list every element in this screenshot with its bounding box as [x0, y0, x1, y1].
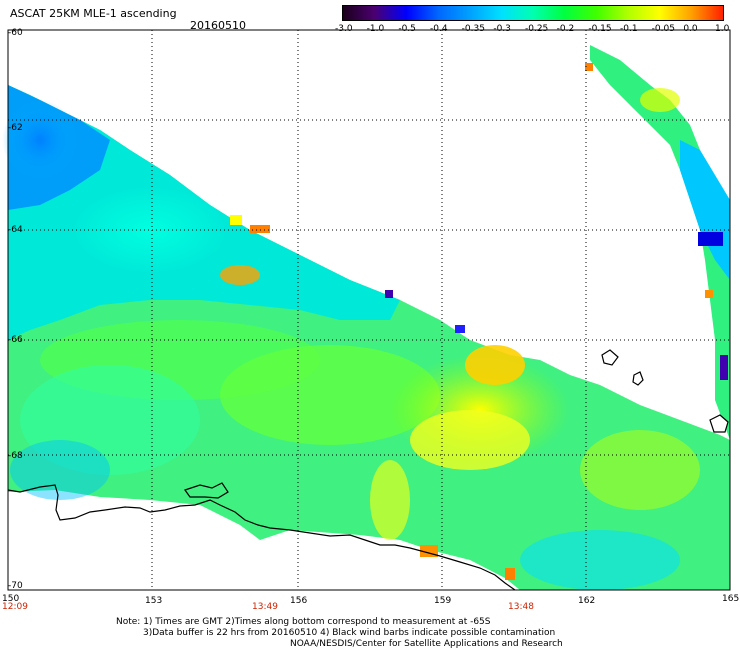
- footer-note-3: NOAA/NESDIS/Center for Satellite Applica…: [290, 639, 563, 649]
- data-swath-right: [585, 45, 730, 440]
- colorbar-tick-label: -3.0: [335, 24, 353, 34]
- colorbar: [342, 5, 724, 21]
- map-title: ASCAT 25KM MLE-1 ascending: [10, 7, 177, 20]
- coastline: [7, 484, 516, 591]
- colorbar-tick-label: -0.2: [556, 24, 575, 34]
- colorbar-tick-label: -0.05: [651, 24, 675, 34]
- colorbar-tick-label: 1.0: [715, 24, 730, 34]
- lon-label: 156: [290, 596, 308, 606]
- time-label: 13:48: [508, 602, 534, 612]
- lon-label: 150: [2, 594, 20, 604]
- footer-note-1: Note: 1) Times are GMT 2)Times along bot…: [116, 617, 491, 627]
- island-1: [601, 349, 619, 366]
- island-3: [709, 414, 729, 433]
- colorbar-tick-label: -0.25: [525, 24, 549, 34]
- lat-label: -60: [8, 28, 23, 38]
- lat-label: -70: [8, 581, 23, 591]
- colorbar-gradient: [343, 6, 723, 20]
- lat-label: -68: [8, 451, 23, 461]
- colorbar-tick-label: -0.35: [461, 24, 485, 34]
- lat-label: -66: [8, 335, 23, 345]
- time-label: 13:49: [252, 602, 278, 612]
- colorbar-tick-label: -0.1: [620, 24, 638, 34]
- graticule: [8, 30, 730, 590]
- colorbar-tick-label: -0.5: [398, 24, 416, 34]
- time-label: 12:09: [2, 602, 28, 612]
- data-swath-main: [2, 85, 730, 590]
- lat-label: -62: [8, 123, 23, 133]
- colorbar-tick-label: -0.3: [493, 24, 511, 34]
- colorbar-tick-label: -0.4: [430, 24, 448, 34]
- colorbar-tick-label: 0.0: [683, 24, 698, 34]
- coastline-inlet: [184, 482, 229, 499]
- island-2: [632, 371, 644, 386]
- map-frame: [7, 29, 731, 591]
- lat-label: -64: [8, 225, 23, 235]
- colorbar-tick-label: -1.0: [366, 24, 385, 34]
- lon-label: 153: [145, 596, 163, 606]
- map-date: 20160510: [190, 19, 246, 32]
- footer-note-2: 3)Data buffer is 22 hrs from 20160510 4)…: [143, 628, 556, 638]
- lon-label: 165: [722, 594, 740, 604]
- lon-label: 162: [578, 596, 596, 606]
- colorbar-tick-label: -0.15: [588, 24, 612, 34]
- lon-label: 159: [434, 596, 452, 606]
